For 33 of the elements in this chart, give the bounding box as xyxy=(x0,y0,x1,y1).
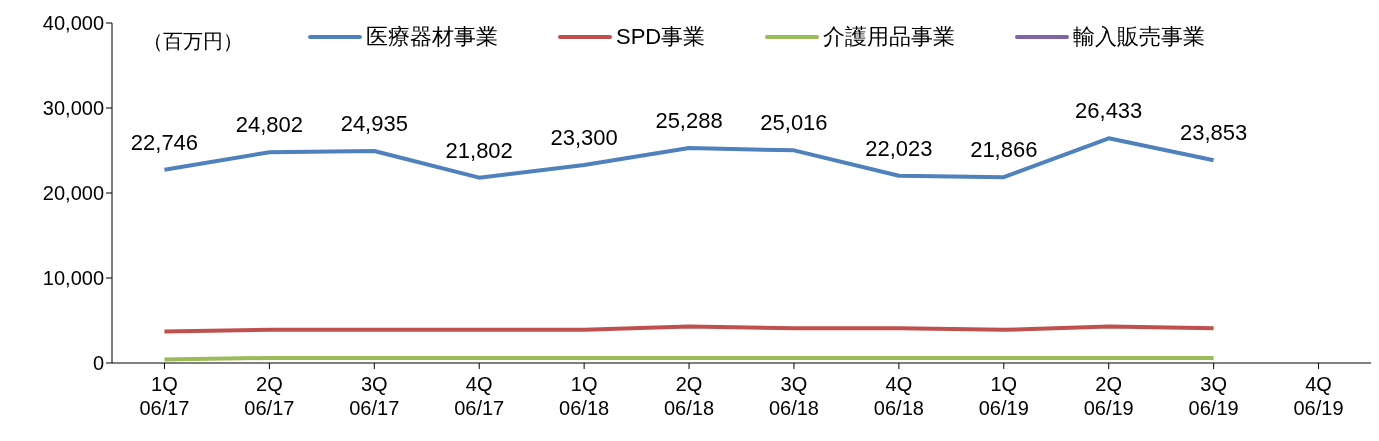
data-label: 22,746 xyxy=(130,129,199,155)
data-label: 21,802 xyxy=(445,137,513,163)
x-tick-label: 4Q 06/18 xyxy=(873,373,924,419)
data-label: 24,802 xyxy=(235,112,304,138)
x-tick-label: 2Q 06/18 xyxy=(664,373,715,419)
data-label: 21,866 xyxy=(970,137,1038,163)
legend-label: 医療器材事業 xyxy=(366,23,498,51)
x-tick-label: 1Q 06/17 xyxy=(139,373,190,419)
y-tick-label: 0 xyxy=(92,352,104,375)
legend-label: 輸入販売事業 xyxy=(1073,23,1206,51)
data-label: 26,433 xyxy=(1075,98,1143,124)
y-tick-label: 30,000 xyxy=(42,97,104,120)
x-tick-label: 1Q 06/19 xyxy=(978,373,1029,419)
y-tick-label: 20,000 xyxy=(42,182,104,205)
y-tick-label: 10,000 xyxy=(42,267,104,290)
x-tick-label: 3Q 06/18 xyxy=(768,373,819,419)
x-tick-label: 2Q 06/17 xyxy=(244,373,295,419)
data-label: 25,016 xyxy=(760,110,828,136)
data-label: 24,935 xyxy=(340,111,408,137)
x-tick-label: 1Q 06/18 xyxy=(559,373,610,419)
data-label: 23,853 xyxy=(1179,120,1248,146)
y-tick-label: 40,000 xyxy=(42,12,104,35)
data-label: 23,300 xyxy=(550,124,618,150)
x-tick-label: 4Q 06/19 xyxy=(1293,373,1344,419)
annotation: （百万円） xyxy=(143,29,243,54)
data-label: 22,023 xyxy=(865,135,933,161)
x-tick-label: 2Q 06/19 xyxy=(1083,373,1134,419)
data-label: 25,288 xyxy=(655,108,723,134)
x-tick-label: 4Q 06/17 xyxy=(454,373,505,419)
legend-label: 介護用品事業 xyxy=(823,23,956,51)
x-tick-label: 3Q 06/19 xyxy=(1188,373,1239,419)
legend-label: SPD事業 xyxy=(616,23,706,51)
x-tick-label: 3Q 06/17 xyxy=(349,373,400,419)
